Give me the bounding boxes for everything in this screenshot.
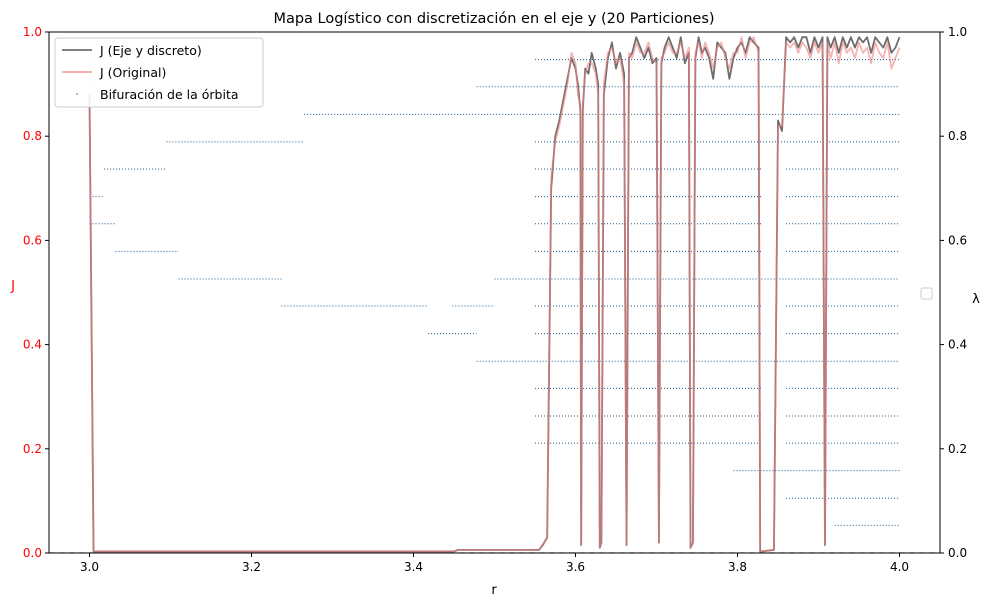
chart-title: Mapa Logístico con discretización en el … xyxy=(273,11,714,27)
series-line-discrete xyxy=(88,36,901,553)
x-tick-label: 3.0 xyxy=(80,560,99,574)
y-right-axis-ticks: 0.0 0.2 0.4 0.6 0.8 1.0 xyxy=(940,25,967,560)
y-right-tick-label: 0.0 xyxy=(948,546,967,560)
y-left-tick-label: 0.4 xyxy=(23,338,42,352)
y-right-tick-label: 0.8 xyxy=(948,129,967,143)
y-left-axis-label: J xyxy=(10,279,15,294)
y-left-tick-label: 0.8 xyxy=(23,129,42,143)
y-left-tick-label: 0.0 xyxy=(23,546,42,560)
legend-frame xyxy=(54,37,264,108)
legend-label-original: J (Original) xyxy=(99,65,166,80)
y-left-axis-ticks: 0.0 0.2 0.4 0.6 0.8 1.0 xyxy=(23,25,49,560)
y-right-tick-label: 0.6 xyxy=(948,233,967,247)
legend-label-bifurcation: Bifuración de la órbita xyxy=(100,87,239,102)
x-tick-label: 3.6 xyxy=(566,560,585,574)
legend-swatch-bifurcation xyxy=(76,93,78,95)
x-axis-label: r xyxy=(491,583,497,598)
empty-legend-box xyxy=(920,287,933,300)
y-left-tick-label: 0.2 xyxy=(23,442,42,456)
x-tick-label: 4.0 xyxy=(890,560,909,574)
y-right-axis-label: λ xyxy=(972,292,980,307)
y-left-tick-label: 0.6 xyxy=(23,233,42,247)
x-tick-label: 3.8 xyxy=(728,560,747,574)
y-right-tick-label: 0.2 xyxy=(948,442,967,456)
y-left-tick-label: 1.0 xyxy=(23,25,42,39)
x-tick-label: 3.4 xyxy=(404,560,423,574)
legend: J (Eje y discreto) J (Original) Bifuraci… xyxy=(54,37,264,108)
x-axis-ticks: 3.0 3.2 3.4 3.6 3.8 4.0 xyxy=(80,553,909,574)
axes-frame xyxy=(48,31,941,554)
y-right-tick-label: 0.4 xyxy=(948,338,967,352)
plot-area xyxy=(49,36,940,553)
series-line-original xyxy=(88,36,901,553)
x-tick-label: 3.2 xyxy=(242,560,261,574)
legend-label-discrete: J (Eje y discreto) xyxy=(99,43,202,58)
plot-marks xyxy=(49,36,940,553)
y-right-tick-label: 1.0 xyxy=(948,25,967,39)
